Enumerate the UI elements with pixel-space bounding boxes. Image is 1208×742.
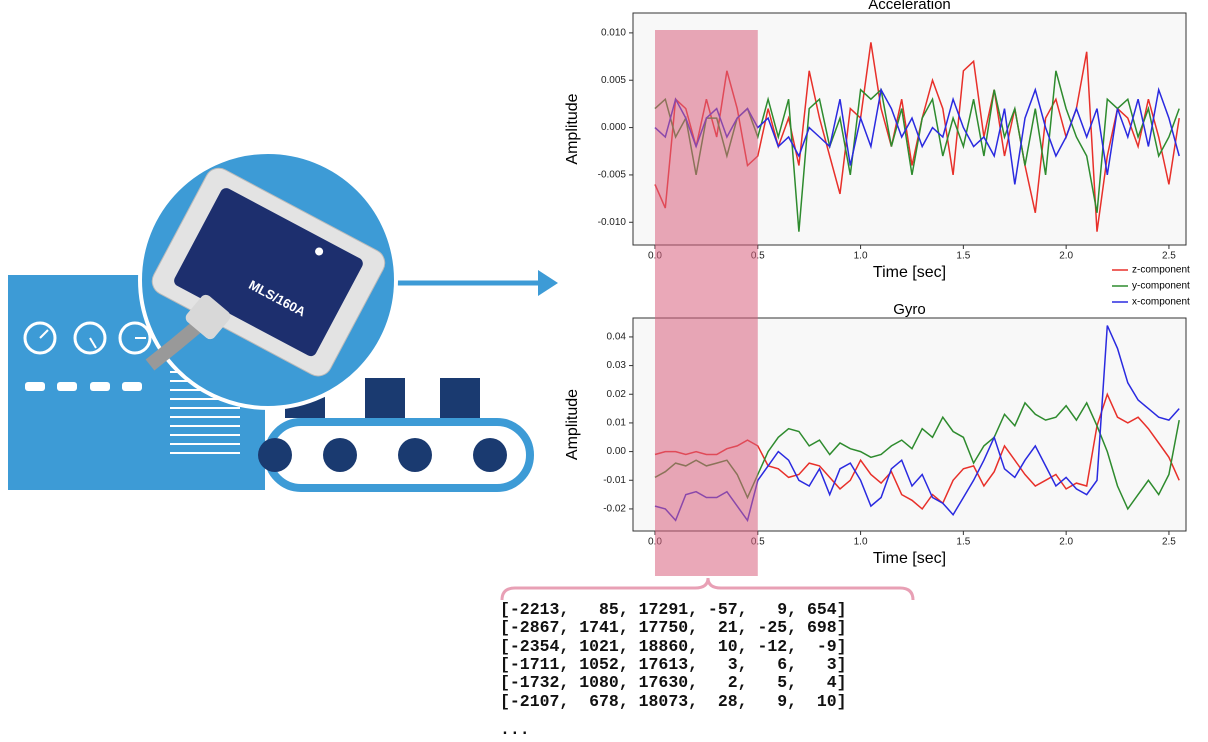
y-tick-label: -0.02: [603, 504, 626, 515]
x-tick-label: 1.5: [956, 537, 970, 548]
y-tick-label: -0.005: [598, 170, 627, 181]
matrix-row: [-2213, 85, 17291, -57, 9, 654]: [500, 600, 847, 619]
y-tick-label: 0.02: [607, 389, 627, 400]
x-tick-label: 1.0: [854, 537, 868, 548]
x-tick-label: 2.0: [1059, 251, 1073, 262]
x-axis-label: Time [sec]: [873, 550, 946, 567]
matrix-row: [-1732, 1080, 17630, 2, 5, 4]: [500, 673, 847, 692]
chart-title: Acceleration: [868, 0, 951, 13]
legend-label: y-component: [1132, 281, 1190, 292]
x-tick-label: 2.5: [1162, 251, 1176, 262]
x-tick-label: 1.0: [854, 251, 868, 262]
page: MLS/160A Acceleration Time [sec] Amplitude…: [0, 0, 1208, 742]
x-tick-label: 2.0: [1059, 537, 1073, 548]
y-tick-label: -0.010: [598, 217, 627, 228]
x-tick-label: 1.5: [956, 251, 970, 262]
highlight-layer: [655, 30, 758, 576]
matrix-row: [-1711, 1052, 17613, 3, 6, 3]: [500, 655, 847, 674]
y-tick-label: 0.005: [601, 75, 626, 86]
y-tick-label: 0.01: [607, 418, 627, 429]
matrix-row: [-2354, 1021, 18860, 10, -12, -9]: [500, 637, 847, 656]
chart-title: Gyro: [893, 301, 926, 318]
matrix-row: [-2107, 678, 18073, 28, 9, 10]: [500, 692, 847, 711]
y-tick-label: 0.04: [607, 332, 627, 343]
y-tick-label: 0.010: [601, 28, 626, 39]
y-tick-label: -0.01: [603, 475, 626, 486]
y-axis-label: Amplitude: [564, 93, 581, 164]
machine-illustration: MLS/160A: [8, 152, 558, 490]
legend-label: x-component: [1132, 297, 1190, 308]
y-tick-label: 0.000: [601, 122, 626, 133]
x-tick-label: 2.5: [1162, 537, 1176, 548]
legend-label: z-component: [1132, 265, 1190, 276]
y-axis-label: Amplitude: [564, 389, 581, 460]
y-tick-label: 0.00: [607, 446, 627, 457]
x-axis-label: Time [sec]: [873, 264, 946, 281]
matrix-ellipsis: ...: [500, 720, 530, 739]
highlight-span: [655, 30, 758, 576]
matrix-row: [-2867, 1741, 17750, 21, -25, 698]: [500, 618, 847, 637]
y-tick-label: 0.03: [607, 360, 627, 371]
brace: [502, 578, 913, 600]
